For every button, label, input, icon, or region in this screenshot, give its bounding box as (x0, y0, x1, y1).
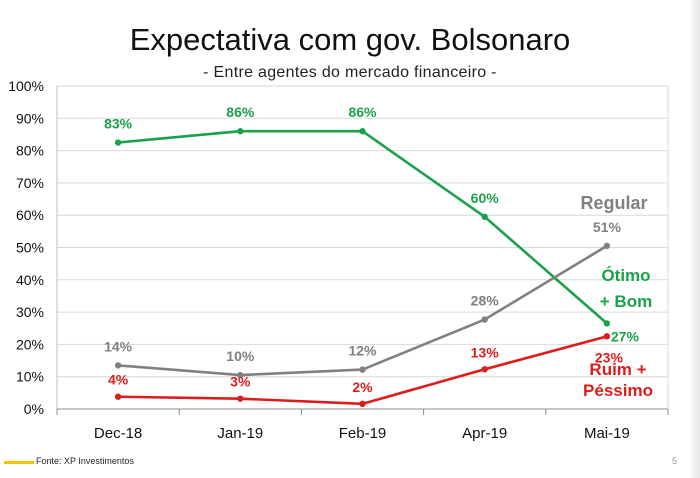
data-label: 27% (611, 328, 640, 344)
footer-accent-bar (4, 461, 34, 464)
data-label: 4% (108, 372, 129, 388)
y-tick-label: 90% (16, 110, 44, 126)
data-point (114, 362, 122, 369)
y-tick-label: 70% (16, 175, 44, 191)
x-tick-label: Mai-19 (584, 425, 630, 442)
gridlines (57, 85, 668, 378)
footer-source: Fonte: XP Investimentos (36, 456, 134, 466)
data-point (481, 316, 488, 323)
chart-subtitle: - Entre agentes do mercado financeiro - (203, 64, 497, 81)
series-line (117, 129, 608, 325)
data-point (114, 393, 122, 400)
data-point (481, 213, 488, 221)
data-label: 13% (471, 344, 500, 360)
data-label: 86% (348, 104, 377, 120)
data-point (359, 400, 366, 408)
data-label: 23% (595, 349, 624, 365)
y-tick-label: 60% (16, 207, 44, 223)
data-point (237, 395, 244, 402)
y-tick-label: 100% (8, 78, 44, 94)
data-point (114, 139, 122, 146)
x-tick-label: Apr-19 (462, 425, 507, 442)
series-name-label: Ótimo + Bom (600, 266, 652, 311)
x-tick-label: Feb-19 (339, 425, 387, 442)
series-name-label: Regular (580, 193, 647, 213)
series-name-label: Ruim + Péssimo (583, 360, 653, 400)
data-label: 10% (226, 348, 255, 364)
y-tick-label: 30% (16, 304, 44, 320)
data-label: 60% (471, 190, 500, 206)
y-tick-label: 40% (16, 272, 44, 288)
data-label: 86% (226, 104, 255, 120)
data-label: 51% (593, 219, 622, 235)
y-tick-label: 50% (16, 240, 44, 256)
data-label: 28% (471, 293, 500, 309)
data-point (603, 333, 611, 340)
y-tick-label: 20% (16, 336, 44, 352)
data-label: 2% (352, 379, 373, 395)
x-tick-label: Jan-19 (217, 425, 263, 442)
y-tick-label: 80% (16, 143, 44, 159)
data-point (603, 320, 611, 327)
slide-edge-shadow (688, 0, 700, 478)
y-tick-label: 10% (16, 369, 44, 385)
data-point (359, 366, 366, 373)
data-point (359, 128, 366, 135)
data-point (237, 371, 244, 379)
data-label: 83% (104, 116, 133, 132)
x-tick-label: Dec-18 (94, 425, 142, 442)
data-label: 3% (230, 374, 251, 390)
data-label: 12% (348, 343, 377, 359)
page-number: 5 (672, 456, 678, 466)
data-point (481, 366, 488, 373)
series-lines (114, 128, 611, 408)
chart-title: Expectativa com gov. Bolsonaro (129, 22, 571, 57)
y-tick-label: 0% (24, 401, 44, 417)
data-point (237, 128, 244, 135)
data-point (603, 242, 611, 250)
data-label: 14% (104, 338, 133, 354)
data-labels: 83% 86% 86% 60% 27% Ótimo + Bom 14% 10% 12% 28% 51%… (104, 104, 653, 400)
axes: 0% 10% 20% 30% 40% 50% 60% 70% 80% 90% 100% Dec-18 J… (8, 78, 669, 442)
